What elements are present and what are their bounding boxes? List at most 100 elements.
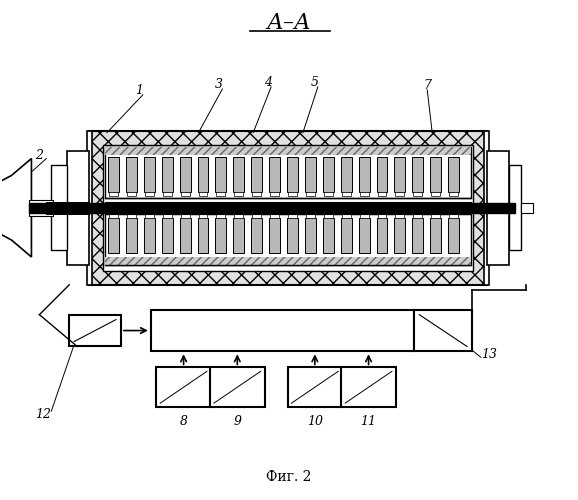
Bar bbox=[29, 203, 515, 212]
Bar bbox=[216, 214, 225, 218]
Bar bbox=[198, 214, 208, 218]
Text: 2: 2 bbox=[35, 149, 43, 162]
Text: 1: 1 bbox=[135, 84, 143, 98]
Bar bbox=[180, 192, 190, 196]
Bar bbox=[413, 192, 423, 196]
Bar bbox=[306, 214, 315, 218]
Bar bbox=[377, 192, 387, 196]
Bar bbox=[144, 156, 155, 192]
Bar bbox=[448, 156, 459, 192]
Bar bbox=[376, 218, 387, 254]
Bar bbox=[360, 192, 369, 196]
Bar bbox=[269, 156, 280, 192]
Bar bbox=[162, 218, 173, 254]
Bar bbox=[413, 214, 423, 218]
Bar bbox=[234, 218, 244, 254]
Bar bbox=[430, 218, 441, 254]
Bar bbox=[29, 200, 53, 216]
Bar bbox=[108, 156, 119, 192]
Bar bbox=[360, 214, 369, 218]
Bar bbox=[69, 314, 121, 346]
Bar bbox=[324, 214, 333, 218]
Bar bbox=[414, 310, 472, 352]
Bar bbox=[358, 156, 369, 192]
Text: 3: 3 bbox=[214, 78, 223, 92]
Bar bbox=[234, 192, 243, 196]
Bar bbox=[234, 214, 243, 218]
Bar bbox=[288, 214, 297, 218]
Bar bbox=[394, 156, 405, 192]
Bar bbox=[270, 192, 279, 196]
Bar bbox=[251, 218, 262, 254]
Bar bbox=[216, 218, 227, 254]
Bar bbox=[324, 192, 333, 196]
Bar bbox=[269, 218, 280, 254]
Bar bbox=[105, 258, 471, 266]
Bar bbox=[105, 214, 471, 266]
Bar bbox=[87, 130, 92, 285]
Bar bbox=[105, 146, 471, 199]
Text: 9: 9 bbox=[234, 414, 241, 428]
Bar bbox=[109, 214, 118, 218]
Bar bbox=[412, 156, 423, 192]
Bar bbox=[127, 192, 136, 196]
Bar bbox=[162, 156, 173, 192]
Bar bbox=[288, 192, 297, 196]
Bar bbox=[270, 214, 279, 218]
Bar bbox=[341, 368, 396, 407]
Bar bbox=[198, 156, 209, 192]
Bar bbox=[287, 218, 298, 254]
Text: 8: 8 bbox=[180, 414, 188, 428]
Bar bbox=[108, 218, 119, 254]
Bar bbox=[216, 192, 225, 196]
Text: Фиг. 2: Фиг. 2 bbox=[266, 470, 312, 484]
Bar bbox=[89, 130, 487, 285]
Text: 12: 12 bbox=[35, 408, 51, 420]
Bar bbox=[145, 192, 154, 196]
Bar bbox=[376, 156, 387, 192]
Bar bbox=[323, 218, 334, 254]
Bar bbox=[449, 214, 458, 218]
Bar bbox=[210, 368, 265, 407]
Bar bbox=[144, 218, 155, 254]
Bar bbox=[431, 192, 440, 196]
Text: А–А: А–А bbox=[266, 12, 312, 34]
Text: 5: 5 bbox=[311, 76, 319, 90]
Bar bbox=[449, 192, 458, 196]
Polygon shape bbox=[0, 158, 31, 257]
Bar bbox=[127, 214, 136, 218]
Bar bbox=[162, 214, 172, 218]
Bar bbox=[287, 368, 342, 407]
Bar bbox=[484, 130, 489, 285]
Bar bbox=[105, 146, 471, 154]
Bar bbox=[305, 156, 316, 192]
Bar bbox=[103, 144, 473, 271]
Bar bbox=[151, 310, 414, 352]
Bar bbox=[431, 214, 440, 218]
Bar bbox=[487, 150, 509, 265]
Bar bbox=[394, 218, 405, 254]
Bar bbox=[180, 156, 191, 192]
Text: 11: 11 bbox=[361, 414, 376, 428]
Bar bbox=[252, 192, 261, 196]
Bar bbox=[306, 192, 315, 196]
Bar bbox=[180, 218, 191, 254]
Bar bbox=[126, 218, 137, 254]
Bar bbox=[251, 156, 262, 192]
Bar bbox=[216, 156, 227, 192]
Text: 7: 7 bbox=[423, 80, 431, 92]
Bar bbox=[162, 192, 172, 196]
Bar bbox=[395, 214, 405, 218]
Bar bbox=[109, 192, 118, 196]
Bar bbox=[521, 203, 533, 212]
Text: 13: 13 bbox=[481, 348, 497, 361]
Bar bbox=[51, 166, 67, 250]
Bar bbox=[252, 214, 261, 218]
Bar bbox=[145, 214, 154, 218]
Bar bbox=[287, 156, 298, 192]
Bar bbox=[448, 218, 459, 254]
Bar bbox=[342, 192, 351, 196]
Bar bbox=[198, 218, 209, 254]
Bar bbox=[358, 218, 369, 254]
Bar bbox=[395, 192, 405, 196]
